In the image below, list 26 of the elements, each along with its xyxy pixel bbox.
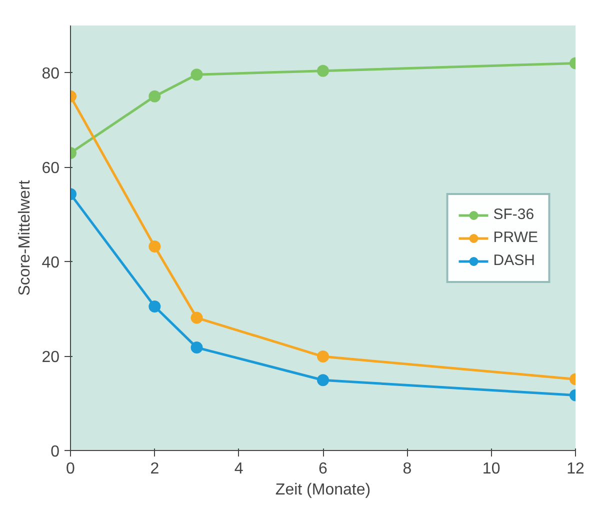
legend-label: PRWE [493, 229, 538, 246]
x-axis-title: Zeit (Monate) [275, 482, 371, 498]
y-tick-label: 0 [50, 444, 60, 460]
y-axis-title: Score-Mittelwert [16, 180, 34, 296]
x-tick-label: 10 [482, 460, 500, 478]
y-tick-label: 40 [42, 254, 60, 272]
point [148, 300, 161, 312]
legend-label: SF-36 [493, 206, 534, 223]
point [190, 312, 203, 324]
point [190, 342, 203, 354]
point [317, 374, 329, 386]
point [317, 64, 329, 77]
x-tick-label: 0 [66, 460, 76, 478]
y-tick-label: 60 [42, 160, 60, 178]
x-tick-label: 6 [318, 460, 328, 478]
y-tick-label: 20 [42, 349, 60, 366]
x-tick-label: 8 [402, 460, 412, 478]
y-tick-label: 80 [42, 66, 60, 83]
x-tick-label: 4 [234, 460, 244, 478]
x-tick-label: 2 [150, 460, 160, 478]
point [190, 68, 203, 81]
point [317, 350, 329, 363]
legend-label: DASH [493, 252, 535, 269]
point [148, 90, 161, 102]
point [148, 240, 161, 252]
x-tick-label: 12 [566, 460, 584, 478]
